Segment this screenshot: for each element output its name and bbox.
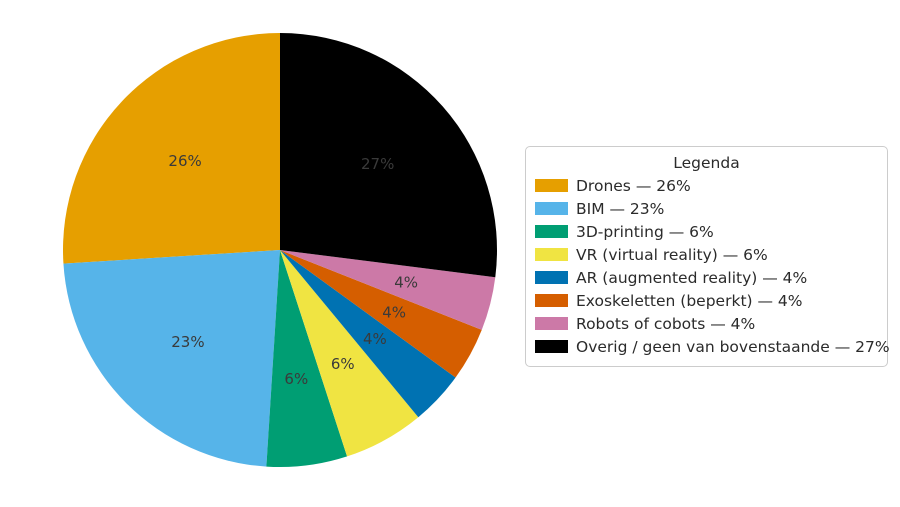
pie-slice-label: 4% [363, 330, 387, 348]
legend-item-label: Overig / geen van bovenstaande — 27% [576, 337, 890, 356]
legend-item-label: AR (augmented reality) — 4% [576, 268, 808, 287]
pie-slice-label: 4% [382, 304, 406, 322]
legend-item-label: Drones — 26% [576, 176, 691, 195]
legend-item-label: BIM — 23% [576, 199, 665, 218]
pie-slice-label: 6% [331, 355, 355, 373]
legend-title: Legenda [673, 154, 740, 172]
legend-item-label: Exoskeletten (beperkt) — 4% [576, 291, 803, 310]
legend-item: 3D-printing — 6% [535, 220, 878, 243]
legend-swatch [535, 202, 568, 215]
pie-slice [280, 250, 419, 457]
pie-slice [63, 250, 281, 467]
pie-slice-label: 27% [361, 155, 394, 173]
legend-swatch [535, 271, 568, 284]
legend-item-label: VR (virtual reality) — 6% [576, 245, 768, 264]
legend-item: Overig / geen van bovenstaande — 27% [535, 335, 890, 358]
legend-swatch [535, 294, 568, 307]
legend-item: BIM — 23% [535, 197, 878, 220]
legend-item-label: Robots of cobots — 4% [576, 314, 756, 333]
legend-item: Exoskeletten (beperkt) — 4% [535, 289, 878, 312]
pie-slice-label: 23% [171, 333, 204, 351]
pie-slice [280, 250, 496, 330]
legend-swatch [535, 225, 568, 238]
pie-slice [280, 33, 498, 278]
pie-slice-label: 26% [168, 152, 201, 170]
legend-swatch [535, 317, 568, 330]
legend-item: AR (augmented reality) — 4% [535, 266, 878, 289]
legend-swatch [535, 179, 568, 192]
legend-item: Drones — 26% [535, 174, 878, 197]
pie-slice [266, 250, 348, 467]
pie-slice [280, 250, 482, 378]
legend: Legenda Drones — 26% BIM — 23% 3D-printi… [525, 146, 890, 367]
legend-swatch [535, 248, 568, 261]
pie-slice-label: 4% [394, 273, 418, 291]
legend-item: VR (virtual reality) — 6% [535, 243, 878, 266]
legend-item: Robots of cobots — 4% [535, 312, 878, 335]
pie-slice [63, 33, 280, 264]
legend-swatch [535, 340, 568, 353]
pie-slice [280, 250, 456, 418]
legend-item-label: 3D-printing — 6% [576, 222, 714, 241]
legend-items: Drones — 26% BIM — 23% 3D-printing — 6% … [535, 174, 890, 358]
pie-slice-label: 6% [284, 370, 308, 388]
